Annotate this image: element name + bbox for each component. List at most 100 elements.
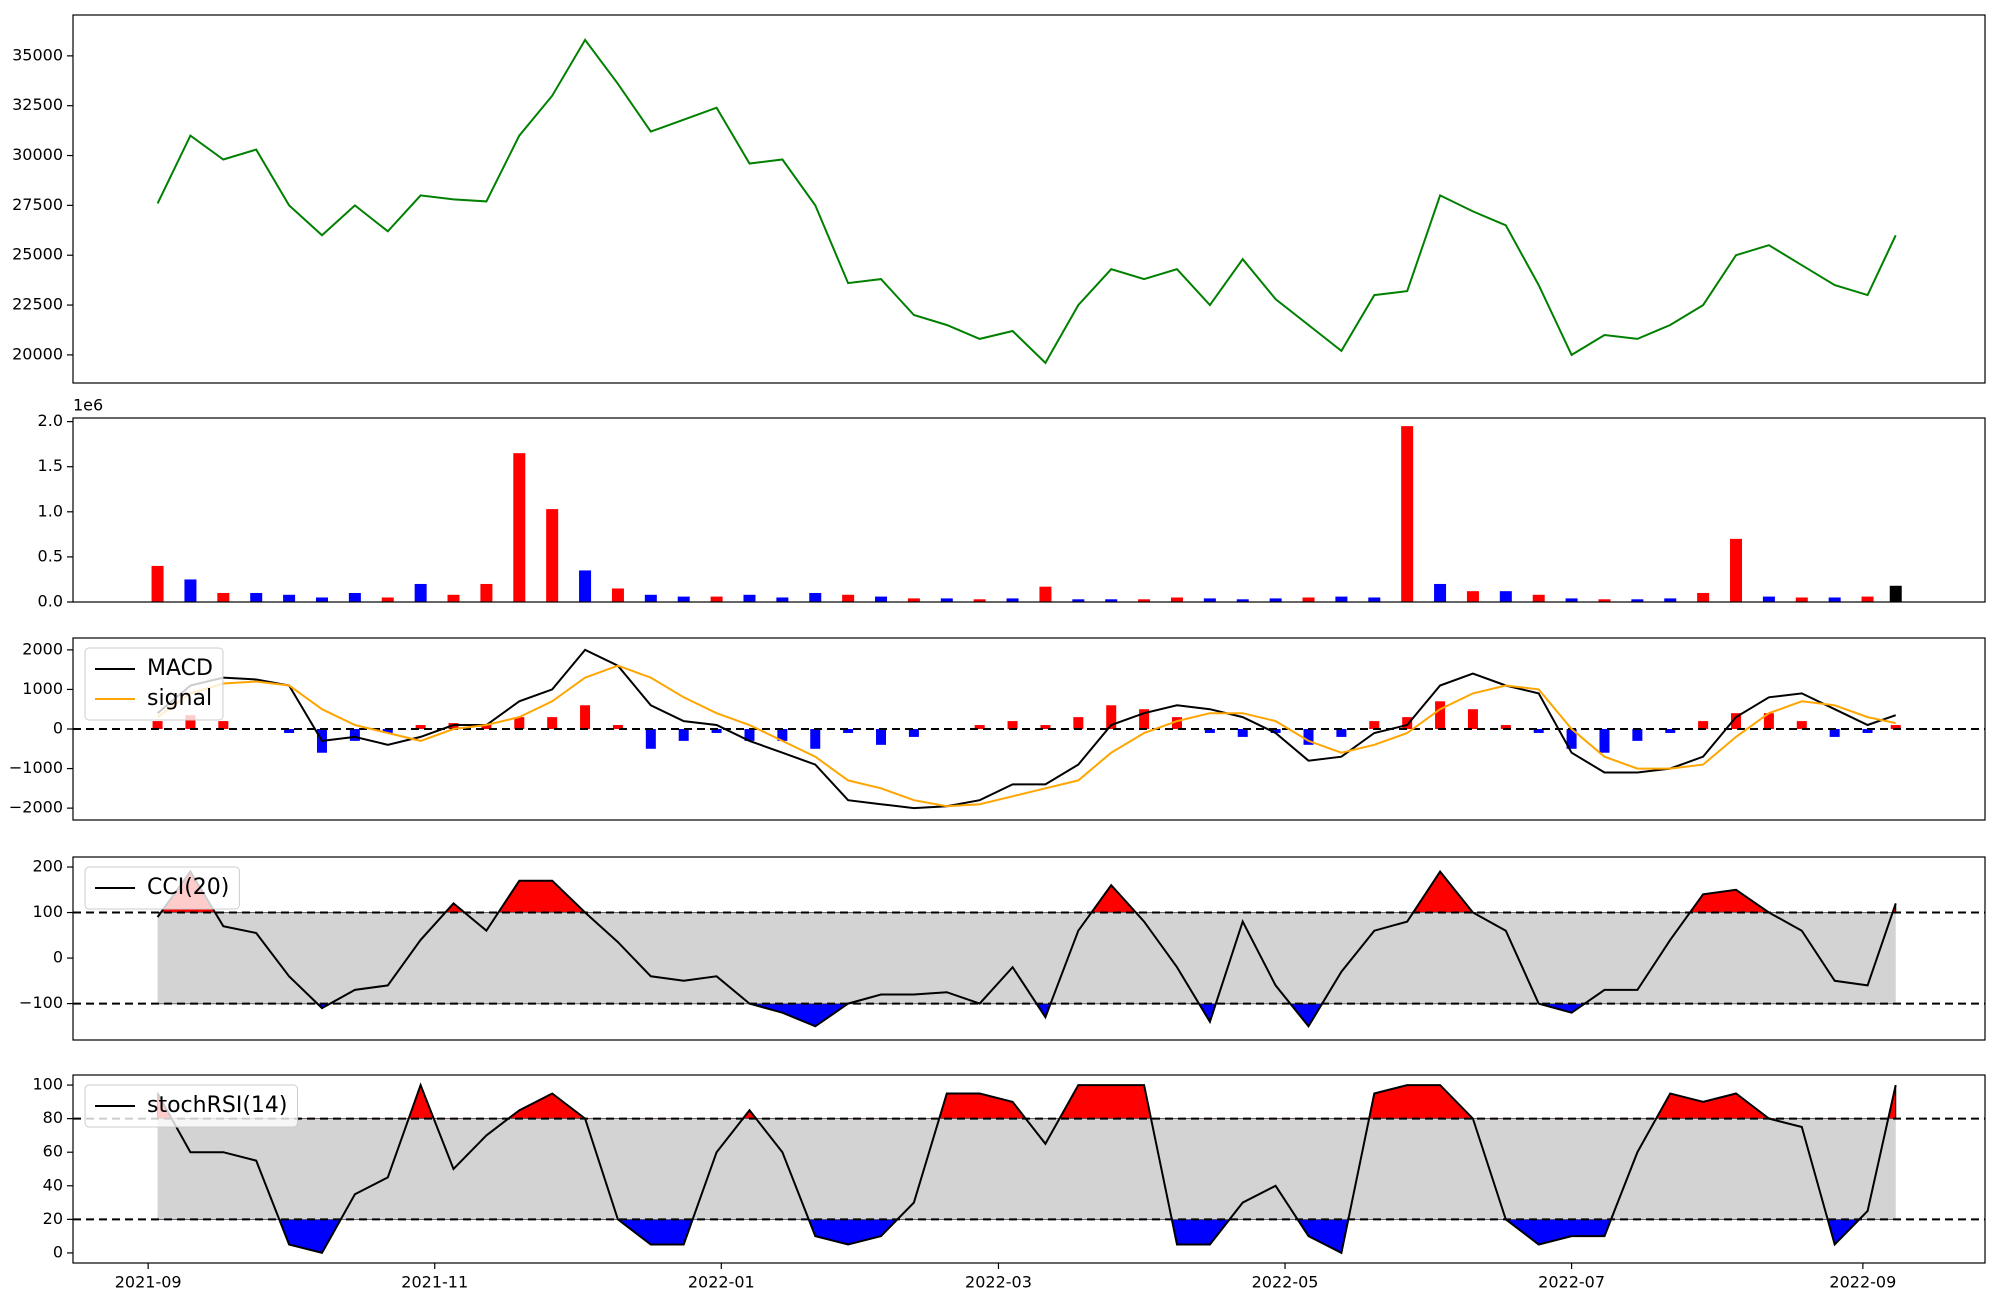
plot-area xyxy=(73,648,1985,810)
histogram-bar xyxy=(1435,701,1446,729)
volume-bar xyxy=(348,592,361,602)
volume-bar xyxy=(1664,598,1677,602)
series-line xyxy=(156,1082,1897,1255)
y-tick-label: 1.5 xyxy=(38,456,63,475)
histogram-bar xyxy=(1796,721,1807,729)
histogram-bar xyxy=(382,729,393,733)
volume-bar xyxy=(184,579,197,602)
y-tick-label: 1.0 xyxy=(38,501,63,520)
axes-frame xyxy=(72,1074,1986,1264)
volume-bar xyxy=(1730,538,1743,602)
histogram-bar xyxy=(1270,729,1281,733)
histogram-bar xyxy=(1566,729,1577,749)
volume-bar xyxy=(973,599,986,602)
y-tick-label: 20 xyxy=(43,1209,63,1228)
volume-bar xyxy=(1072,599,1085,602)
volume-bar xyxy=(1889,585,1902,602)
y-tick-label: 32500 xyxy=(12,95,63,114)
histogram-bar xyxy=(185,715,196,729)
volume-bar xyxy=(447,594,460,602)
panel: 0.0 0.5 1.0 1.5 2.0 1e6 xyxy=(38,396,1986,611)
y-tick-label: 22500 xyxy=(12,295,63,314)
panel: −100 0 100 200 CCI(20) xyxy=(19,856,1986,1041)
volume-bar xyxy=(710,596,723,602)
volume-bar xyxy=(1434,583,1447,602)
histogram-bar xyxy=(974,725,985,729)
panel: 0 20 40 60 80 100 2021-09 2021-11 2022-01 2022-03… xyxy=(32,1074,1986,1292)
plot-area xyxy=(73,869,1985,1029)
legend: stochRSI(14) xyxy=(84,1084,298,1128)
volume-bar xyxy=(842,594,855,602)
legend: MACD signal xyxy=(84,647,224,721)
volume-bar xyxy=(1236,599,1249,602)
histogram-bar xyxy=(580,705,591,729)
y-tick-label: −100 xyxy=(19,993,63,1012)
histogram-bar xyxy=(612,725,623,729)
volume-bar xyxy=(250,592,263,602)
volume-bar xyxy=(480,583,493,602)
volume-bar xyxy=(1598,599,1611,602)
volume-bar xyxy=(1631,599,1644,602)
legend-label: signal xyxy=(147,686,212,711)
histogram-bar xyxy=(481,725,492,729)
volume-bar xyxy=(1828,597,1841,602)
histogram-bar xyxy=(777,729,788,741)
offset-label: 1e6 xyxy=(73,396,103,415)
legend-label: MACD xyxy=(147,656,213,681)
legend-box xyxy=(84,647,224,721)
histogram-bar xyxy=(218,721,229,729)
histogram-bar xyxy=(1073,717,1084,729)
histogram-bar xyxy=(1890,725,1901,729)
plot-area xyxy=(156,38,1897,365)
y-tick-label: 30000 xyxy=(12,145,63,164)
legend: CCI(20) xyxy=(84,866,240,910)
y-tick-label: 0.5 xyxy=(38,546,63,565)
volume-bar xyxy=(611,588,624,602)
volume-bar xyxy=(1335,596,1348,602)
series-line xyxy=(157,664,1896,808)
histogram-bar xyxy=(1007,721,1018,729)
volume-bar xyxy=(1697,592,1710,602)
plot-area xyxy=(151,426,1902,602)
volume-bar xyxy=(1203,598,1216,602)
histogram-bar xyxy=(1171,717,1182,729)
y-tick-label: 40 xyxy=(43,1175,63,1194)
volume-bar xyxy=(1006,598,1019,602)
series-line xyxy=(156,869,1897,1029)
legend-box xyxy=(84,1084,298,1128)
volume-bar xyxy=(1039,586,1052,602)
volume-bar xyxy=(1499,591,1512,602)
volume-bar xyxy=(1401,426,1414,602)
y-tick-label: 20000 xyxy=(12,344,63,363)
histogram-bar xyxy=(1533,729,1544,733)
histogram-bar xyxy=(1402,717,1413,729)
x-tick-label: 2021-11 xyxy=(401,1273,468,1292)
y-tick-label: 2.0 xyxy=(38,411,63,430)
y-tick-label: 200 xyxy=(32,857,63,876)
x-tick-label: 2022-05 xyxy=(1252,1273,1319,1292)
y-tick-label: 27500 xyxy=(12,195,63,214)
y-tick-label: −2000 xyxy=(9,798,63,817)
volume-bar xyxy=(1138,599,1151,602)
x-tick-label: 2022-01 xyxy=(688,1273,755,1292)
histogram-bar xyxy=(1665,729,1676,733)
histogram-bar xyxy=(1500,725,1511,729)
histogram-bar xyxy=(1763,713,1774,729)
volume-bar xyxy=(283,594,296,602)
y-tick-label: −1000 xyxy=(9,758,63,777)
histogram-bar xyxy=(349,729,360,741)
axes-frame xyxy=(72,637,1986,821)
volume-bar xyxy=(546,509,559,602)
volume-bar xyxy=(1269,598,1282,602)
x-tick-label: 2022-07 xyxy=(1538,1273,1605,1292)
histogram-bar xyxy=(547,717,558,729)
x-tick-label: 2021-09 xyxy=(115,1273,182,1292)
volume-bar xyxy=(644,594,657,602)
y-tick-label: 0 xyxy=(53,719,63,738)
y-tick-label: 35000 xyxy=(12,45,63,64)
volume-bar xyxy=(579,570,592,602)
y-tick-label: 0 xyxy=(53,948,63,967)
histogram-bar xyxy=(711,729,722,733)
volume-bar xyxy=(1565,598,1578,602)
histogram-bar xyxy=(1139,709,1150,729)
